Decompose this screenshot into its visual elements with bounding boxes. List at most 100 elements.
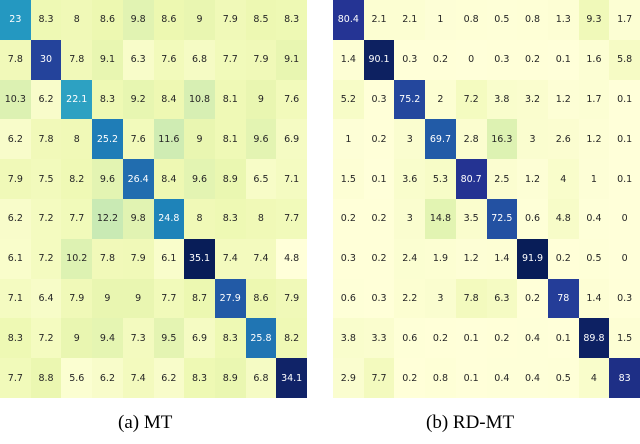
rd-mt-cell: 3.8 xyxy=(333,318,364,359)
mt-cell: 6.1 xyxy=(153,238,185,279)
rd-mt-cell: 0.6 xyxy=(394,318,426,359)
mt-cell: 6.1 xyxy=(0,238,31,279)
mt-cell: 4.8 xyxy=(276,238,307,279)
rd-mt-cell: 0.3 xyxy=(486,39,518,80)
rd-mt-cell: 1.5 xyxy=(333,159,364,199)
rd-mt-cell: 0.2 xyxy=(363,119,395,160)
mt-cell: 6.2 xyxy=(153,358,185,398)
mt-cell: 7.2 xyxy=(30,198,62,239)
rd-mt-cell: 0.2 xyxy=(517,278,548,319)
rd-mt-cell: 14.8 xyxy=(425,198,456,239)
rd-mt-cell: 0.6 xyxy=(333,278,364,319)
mt-cell: 5.6 xyxy=(61,358,93,398)
rd-mt-cell: 0.2 xyxy=(547,238,579,279)
mt-cell: 27.9 xyxy=(214,278,246,319)
mt-cell: 26.4 xyxy=(122,159,154,199)
mt-cell: 7.9 xyxy=(245,39,277,80)
mt-cell: 25.2 xyxy=(92,119,123,160)
mt-cell: 23 xyxy=(0,0,31,40)
rd-mt-cell: 80.7 xyxy=(455,159,487,199)
mt-cell: 8.3 xyxy=(276,0,307,40)
mt-cell: 7.4 xyxy=(214,238,246,279)
rd-mt-cell: 1 xyxy=(425,0,456,40)
rd-mt-cell: 2.5 xyxy=(486,159,518,199)
mt-cell: 9.1 xyxy=(276,39,307,80)
rd-mt-cell: 0.6 xyxy=(517,198,548,239)
mt-cell: 9.6 xyxy=(92,159,123,199)
mt-cell: 8 xyxy=(61,0,93,40)
mt-cell: 8.1 xyxy=(214,79,246,120)
mt-cell: 8.2 xyxy=(61,159,93,199)
rd-mt-cell: 0.1 xyxy=(609,119,640,160)
mt-cell: 10.8 xyxy=(184,79,215,120)
mt-cell: 25.8 xyxy=(245,318,277,359)
rd-mt-cell: 0.2 xyxy=(363,238,395,279)
rd-mt-cell: 2.8 xyxy=(455,119,487,160)
rd-mt-cell: 0.1 xyxy=(609,159,640,199)
rd-mt-cell: 0.1 xyxy=(455,318,487,359)
heatmap-rd-mt: 80.4 2.1 2.1 1 0.8 0.5 0.8 1.3 9.3 1.7 1.4 90.1 0.3 0… xyxy=(333,0,640,398)
rd-mt-cell: 0.4 xyxy=(517,318,548,359)
mt-cell: 8 xyxy=(61,119,93,160)
mt-cell: 6.2 xyxy=(30,79,62,120)
rd-mt-cell: 89.8 xyxy=(578,318,610,359)
rd-mt-cell: 1.4 xyxy=(333,39,364,80)
rd-mt-cell: 0.2 xyxy=(394,358,426,398)
rd-mt-cell: 16.3 xyxy=(486,119,518,160)
mt-cell: 8.3 xyxy=(30,0,62,40)
mt-cell: 7.8 xyxy=(30,119,62,160)
mt-cell: 8.4 xyxy=(153,79,185,120)
mt-cell: 8.1 xyxy=(214,119,246,160)
mt-cell: 7.4 xyxy=(122,358,154,398)
rd-mt-cell: 1.9 xyxy=(425,238,456,279)
rd-mt-cell: 3.5 xyxy=(455,198,487,239)
mt-cell: 7.1 xyxy=(0,278,31,319)
mt-cell: 8.8 xyxy=(30,358,62,398)
rd-mt-cell: 7.7 xyxy=(363,358,395,398)
mt-cell: 8.3 xyxy=(0,318,31,359)
rd-mt-cell: 69.7 xyxy=(425,119,456,160)
mt-cell: 7.6 xyxy=(153,39,185,80)
rd-mt-cell: 75.2 xyxy=(394,79,426,120)
mt-cell: 9.6 xyxy=(245,119,277,160)
mt-cell: 9 xyxy=(184,0,215,40)
rd-mt-cell: 0.4 xyxy=(517,358,548,398)
mt-cell: 10.3 xyxy=(0,79,31,120)
rd-mt-cell: 0.3 xyxy=(363,278,395,319)
rd-mt-cell: 3 xyxy=(394,119,426,160)
rd-mt-cell: 4 xyxy=(578,358,610,398)
rd-mt-cell: 3.3 xyxy=(363,318,395,359)
rd-mt-cell: 0.8 xyxy=(455,0,487,40)
mt-cell: 6.2 xyxy=(0,119,31,160)
mt-cell: 7.6 xyxy=(122,119,154,160)
rd-mt-cell: 1.2 xyxy=(547,79,579,120)
rd-mt-cell: 2.6 xyxy=(547,119,579,160)
rd-mt-cell: 0.1 xyxy=(455,358,487,398)
mt-cell: 7.5 xyxy=(30,159,62,199)
rd-mt-cell: 0 xyxy=(609,198,640,239)
rd-mt-cell: 1.2 xyxy=(578,119,610,160)
rd-mt-cell: 0.5 xyxy=(486,0,518,40)
rd-mt-cell: 3.8 xyxy=(486,79,518,120)
rd-mt-cell: 1.7 xyxy=(578,79,610,120)
rd-mt-cell: 5.8 xyxy=(609,39,640,80)
rd-mt-cell: 0.2 xyxy=(486,318,518,359)
mt-cell: 34.1 xyxy=(276,358,307,398)
mt-cell: 8.2 xyxy=(276,318,307,359)
mt-cell: 6.3 xyxy=(122,39,154,80)
mt-cell: 8.6 xyxy=(245,278,277,319)
mt-cell: 7.9 xyxy=(61,278,93,319)
mt-cell: 8.9 xyxy=(214,159,246,199)
rd-mt-cell: 0.1 xyxy=(547,318,579,359)
rd-mt-cell: 0.2 xyxy=(425,39,456,80)
rd-mt-cell: 0.1 xyxy=(363,159,395,199)
rd-mt-cell: 1.6 xyxy=(578,39,610,80)
rd-mt-cell: 0.8 xyxy=(517,0,548,40)
rd-mt-cell: 1.7 xyxy=(609,0,640,40)
rd-mt-cell: 2.9 xyxy=(333,358,364,398)
mt-cell: 9.8 xyxy=(122,0,154,40)
mt-cell: 11.6 xyxy=(153,119,185,160)
mt-cell: 6.5 xyxy=(245,159,277,199)
rd-mt-cell: 1.4 xyxy=(578,278,610,319)
rd-mt-cell: 90.1 xyxy=(363,39,395,80)
